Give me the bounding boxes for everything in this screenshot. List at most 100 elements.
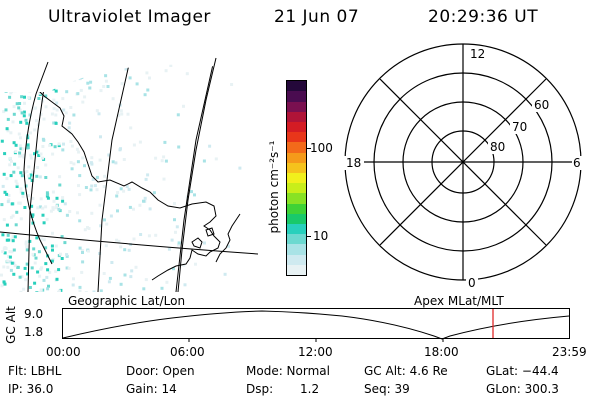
aurora-pixel	[39, 197, 43, 201]
glon-status: GLon: 300.3	[486, 382, 559, 396]
aurora-pixel	[18, 275, 22, 279]
aurora-pixel	[52, 199, 56, 203]
aurora-pixel	[39, 152, 43, 156]
aurora-pixel	[17, 106, 21, 110]
colorbar-band	[287, 203, 306, 214]
aurora-pixel	[31, 213, 35, 217]
aurora-pixel	[76, 92, 80, 96]
aurora-pixel	[6, 265, 10, 269]
aurora-pixel	[1, 68, 4, 72]
aurora-pixel	[182, 104, 185, 108]
aurora-pixel	[227, 244, 230, 248]
aurora-pixel	[8, 250, 12, 254]
aurora-pixel	[68, 64, 72, 66]
altitude-timeline	[62, 308, 570, 342]
aurora-pixel	[92, 290, 96, 292]
aurora-pixel	[6, 117, 10, 121]
aurora-pixel	[50, 112, 54, 116]
colorbar-band	[287, 193, 306, 204]
aurora-pixel	[42, 238, 46, 242]
aurora-pixel	[44, 94, 48, 98]
aurora-pixel	[38, 274, 42, 278]
aurora-pixel	[39, 288, 43, 292]
aurora-pixel	[63, 202, 67, 206]
aurora-pixel	[65, 90, 69, 94]
aurora-pixel	[7, 194, 11, 197]
aurora-pixel	[35, 150, 39, 154]
aurora-pixel	[55, 101, 59, 105]
aurora-pixel	[142, 287, 146, 291]
lat-label-70: 70	[512, 120, 527, 134]
aurora-pixel	[95, 109, 99, 113]
aurora-pixel	[203, 241, 206, 245]
colorbar-band	[287, 223, 306, 235]
aurora-pixel	[19, 147, 23, 151]
aurora-pixel	[102, 185, 106, 189]
aurora-pixel	[30, 75, 34, 79]
aurora-pixel	[14, 223, 18, 227]
aurora-pixel	[176, 113, 180, 117]
aurora-pixel	[15, 185, 19, 188]
colorbar-band	[287, 152, 306, 163]
aurora-pixel	[145, 71, 149, 75]
aurora-pixel	[8, 255, 12, 259]
aurora-pixel	[38, 291, 42, 292]
aurora-pixel	[119, 282, 123, 286]
aurora-pixel	[0, 284, 4, 288]
aurora-pixel	[39, 267, 43, 271]
aurora-pixel	[22, 153, 26, 157]
aurora-pixel	[26, 70, 30, 73]
aurora-pixel	[93, 184, 97, 188]
aurora-pixel	[17, 132, 21, 136]
geographic-caption: Geographic Lat/Lon	[68, 294, 186, 308]
filter-status: Flt: LBHL	[8, 364, 62, 378]
aurora-pixel	[0, 273, 3, 277]
aurora-pixel	[10, 261, 14, 265]
aurora-pixel	[18, 102, 22, 105]
aurora-pixel	[23, 86, 27, 90]
aurora-pixel	[2, 64, 6, 68]
aurora-pixel	[50, 244, 54, 248]
aurora-pixel	[18, 154, 22, 158]
dsp-label: Dsp:	[246, 382, 274, 396]
aurora-pixel	[138, 203, 142, 207]
aurora-pixel	[223, 272, 227, 276]
aurora-pixel	[60, 74, 64, 78]
aurora-pixel	[117, 60, 120, 63]
aurora-pixel	[76, 211, 79, 215]
coastline	[29, 79, 241, 281]
aurora-pixel	[24, 61, 27, 64]
aurora-pixel	[75, 147, 79, 151]
aurora-pixel	[28, 286, 32, 289]
aurora-pixel	[47, 284, 50, 288]
aurora-pixel	[23, 95, 26, 99]
aurora-pixel	[59, 252, 62, 256]
aurora-pixel	[55, 108, 59, 112]
aurora-pixel	[126, 112, 130, 116]
aurora-pixel	[78, 219, 82, 223]
aurora-pixel	[26, 136, 30, 140]
aurora-pixel	[26, 194, 30, 198]
date-label: 21 Jun 07	[274, 7, 360, 27]
aurora-pixel	[144, 177, 148, 181]
aurora-pixel	[3, 152, 7, 156]
aurora-pixel	[78, 285, 82, 289]
aurora-pixel	[146, 88, 150, 92]
aurora-pixel	[87, 227, 91, 230]
colorbar-band	[287, 91, 306, 102]
aurora-pixel	[65, 213, 69, 217]
aurora-pixel	[160, 286, 164, 290]
aurora-pixel	[14, 179, 18, 183]
aurora-pixel	[34, 106, 38, 110]
aurora-pixel	[120, 112, 124, 116]
geographic-map	[0, 57, 258, 292]
colorbar-unit-label: photon cm⁻²s⁻¹	[267, 140, 281, 234]
aurora-pixel	[33, 128, 37, 132]
aurora-pixel	[44, 205, 48, 209]
aurora-pixel	[25, 262, 29, 266]
aurora-pixel	[31, 221, 35, 225]
aurora-pixel	[170, 238, 174, 242]
aurora-pixel	[138, 140, 142, 144]
aurora-pixel	[9, 174, 13, 178]
map-boundary-right	[177, 57, 217, 292]
